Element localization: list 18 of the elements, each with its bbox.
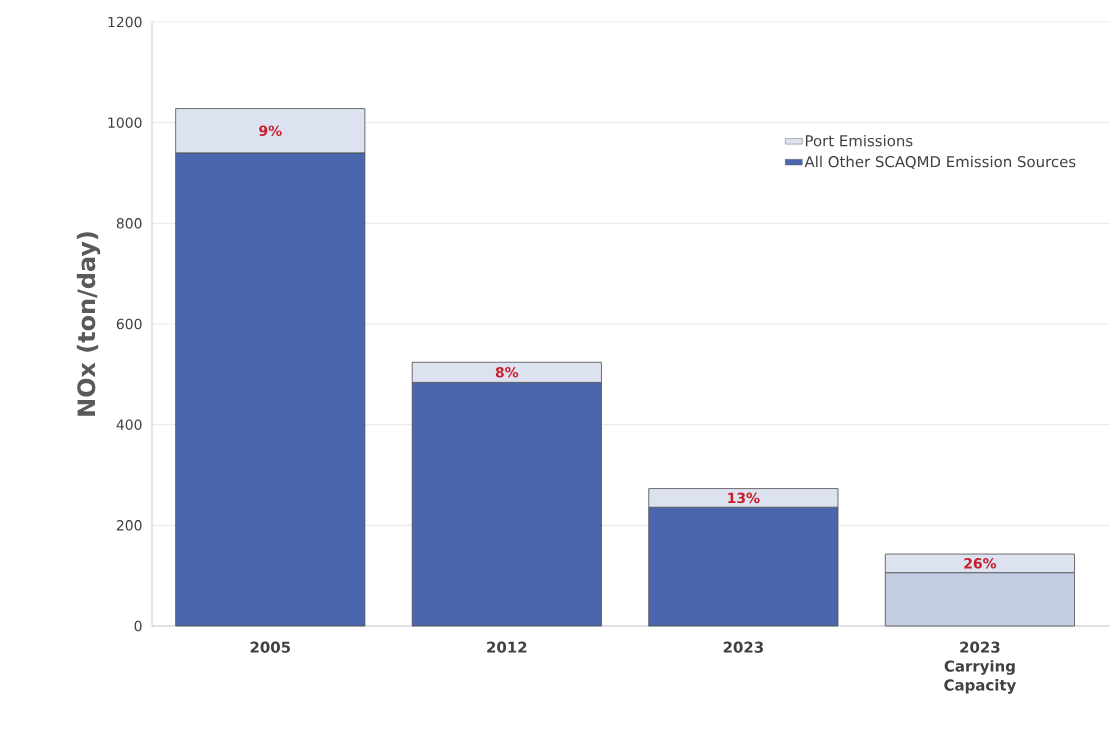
annotation: 9%	[259, 125, 282, 136]
y-axis-title: NOx (ton/day)	[76, 232, 101, 416]
annotation: 8%	[495, 367, 519, 378]
y-tick-label: 600	[116, 318, 142, 330]
y-tick-label: 1200	[108, 16, 142, 28]
y-tick-label: 200	[116, 520, 142, 531]
y-tick-label: 0	[134, 620, 142, 632]
annotation: 26%	[964, 558, 997, 569]
y-tick-label: 1000	[108, 117, 142, 128]
annotation: 13%	[728, 492, 760, 504]
x-tick-label: 2023 Carrying Capacity	[944, 641, 1016, 694]
x-tick-label: 2012	[487, 641, 527, 653]
y-tick-label: 400	[116, 419, 142, 430]
x-tick-label: 2005	[250, 641, 291, 653]
x-tick-label: 2023	[723, 641, 763, 653]
y-tick-label: 800	[116, 218, 142, 229]
legend-label: Port Emissions	[805, 134, 913, 147]
legend-label: All Other SCAQMD Emission Sources	[804, 155, 1076, 169]
